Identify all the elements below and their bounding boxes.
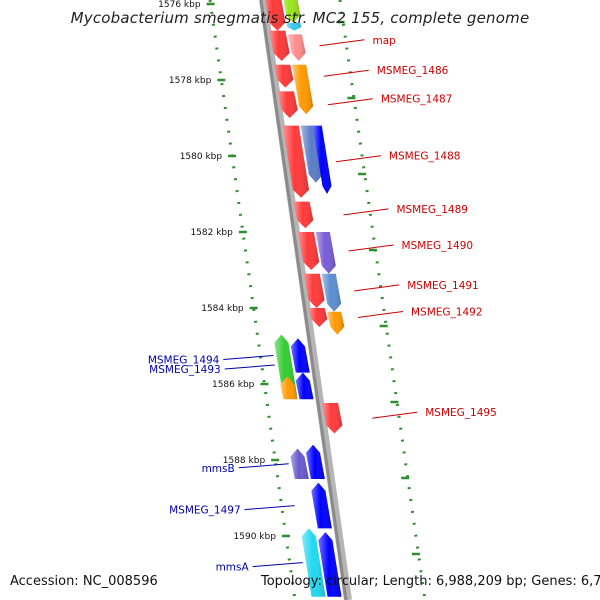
ruler-tick-label: 1590 kbp: [234, 532, 277, 542]
leader-line: [348, 244, 394, 252]
leader-line: [244, 505, 295, 511]
gene-label: mmsA: [216, 562, 250, 574]
backbone-track: [259, 0, 352, 600]
gene-arrow-shade: [295, 372, 314, 400]
gene-arrow-shade: [300, 125, 323, 183]
gene-arrow-shade: [312, 125, 332, 194]
gene-arrow-shade: [306, 444, 325, 479]
gene-label: MSMEG_1487: [381, 94, 453, 106]
leader-line: [335, 155, 381, 163]
leader-line: [224, 364, 275, 370]
ruler-track-left: [208, 0, 297, 600]
gene-arrow-shade: [280, 376, 298, 400]
gene-arrow-shade: [315, 232, 336, 274]
gene-arrow-shade: [297, 232, 320, 270]
gene-arrow-shade: [292, 64, 314, 115]
genes-text: Genes: 6,770: [531, 574, 600, 589]
ruler-tick-label: 1582 kbp: [190, 228, 233, 238]
accession-text: Accession: NC_008596: [10, 574, 158, 589]
gene-arrow-shade: [274, 64, 294, 88]
leader-line: [357, 311, 404, 318]
ruler-tick-label: 1576 kbp: [158, 0, 201, 10]
ruler-track-right: [338, 0, 427, 600]
gene-label: MSMEG_1492: [411, 307, 483, 319]
gene-arrow-shade: [308, 308, 328, 327]
leader-line: [323, 69, 369, 77]
ruler-tick-label: 1586 kbp: [212, 380, 255, 390]
gene-label: MSMEG_1488: [389, 151, 461, 163]
gene-label: MSMEG_1497: [169, 505, 241, 517]
ruler-tick-label: 1578 kbp: [169, 76, 212, 86]
gene-label: MSMEG_1490: [402, 240, 474, 252]
gene-arrow-shade: [274, 334, 298, 396]
gene-arrow-shade: [293, 201, 314, 229]
gene-labels: map MSMEG_1486 MSMEG_1487 MSMEG_1488 MSMEG_1…: [148, 35, 497, 574]
gene-label: MSMEG_1489: [396, 204, 468, 216]
ruler-ticks: 1576 kbp 1578 kbp 1580 kbp 1582 kbp 1584 kbp…: [158, 0, 427, 600]
gene-label: MSMEG_1491: [407, 280, 479, 292]
gene-arrow-shade: [311, 482, 332, 529]
leader-line: [319, 39, 365, 47]
leader-line: [354, 284, 400, 292]
backbone-line: [259, 0, 348, 600]
leader-line: [223, 355, 274, 360]
gene-arrow-shade: [318, 532, 342, 597]
leader-line: [252, 562, 303, 568]
genome-summary: Topology: circular; Length: 6,988,209 bp…: [261, 574, 600, 589]
genome-backbone: [259, 0, 352, 600]
leader-line: [372, 411, 418, 419]
gene-label: MSMEG_1494: [148, 355, 220, 367]
ruler-tick-label: 1584 kbp: [201, 304, 244, 314]
gene-arrow-shade: [327, 311, 345, 335]
page-title: Mycobacterium smegmatis str. MC2 155, co…: [70, 9, 530, 27]
length-text: Length: 6,988,209 bp;: [382, 574, 528, 589]
leader-line: [343, 208, 389, 216]
gene-label: MSMEG_1495: [425, 407, 497, 419]
gene-arrow-shade: [301, 528, 326, 597]
gene-arrow-shade: [269, 30, 290, 61]
gene-arrow-shade: [321, 273, 342, 312]
leader-line: [327, 98, 373, 106]
gene-arrow-shade: [283, 0, 301, 23]
ruler-tick-label: 1580 kbp: [180, 152, 223, 162]
gene-arrow-shade: [290, 338, 310, 373]
gene-arrow-shade: [303, 273, 325, 308]
gene-arrow-shade: [282, 125, 310, 198]
gene-label: map: [372, 35, 396, 47]
gene-features: [265, 0, 345, 597]
leader-line: [238, 463, 289, 469]
gene-label: MSMEG_1493: [149, 364, 221, 376]
gene-arrow-shade: [322, 403, 343, 434]
gene-arrow-shade: [277, 91, 298, 118]
gene-label: MSMEG_1486: [377, 65, 449, 77]
gene-arrow-shade: [265, 0, 286, 31]
gene-arrow-shade: [290, 448, 309, 479]
gene-label: mmsB: [202, 463, 235, 475]
topology-text: Topology: circular;: [261, 574, 379, 589]
ruler-tick-label: 1588 kbp: [223, 456, 266, 466]
gene-arrow-shade: [287, 34, 306, 61]
gene-arrow-shade: [286, 23, 302, 31]
